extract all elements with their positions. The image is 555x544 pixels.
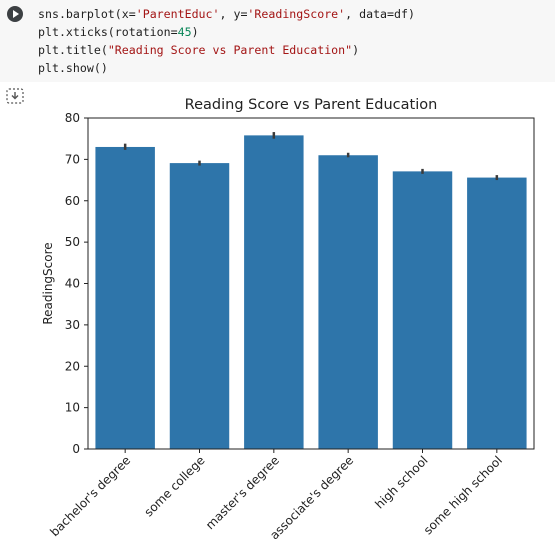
x-tick-label: bachelor's degree <box>47 453 133 539</box>
code-line: plt.xticks(rotation=45) <box>38 25 199 39</box>
bar <box>244 135 304 449</box>
y-tick-label: 50 <box>65 235 80 249</box>
code-cell[interactable]: sns.barplot(x='ParentEduc', y='ReadingSc… <box>0 0 555 82</box>
x-tick-label: some high school <box>421 453 505 537</box>
y-tick-label: 10 <box>65 401 80 415</box>
bar <box>392 171 453 449</box>
bar <box>169 163 230 449</box>
run-cell-button[interactable] <box>7 6 23 22</box>
y-axis-label: ReadingScore <box>41 242 55 324</box>
bar <box>95 146 155 449</box>
y-tick-label: 80 <box>65 111 80 125</box>
code-line: plt.title("Reading Score vs Parent Educa… <box>38 43 360 57</box>
y-tick-label: 70 <box>65 152 80 166</box>
code-line: sns.barplot(x='ParentEduc', y='ReadingSc… <box>38 7 415 21</box>
bar <box>467 177 527 449</box>
y-tick-label: 60 <box>65 194 80 208</box>
code-line: plt.show() <box>38 61 108 75</box>
y-tick-label: 30 <box>65 318 80 332</box>
bar-chart: 0 10 20 30 40 50 60 70 80 bachelor's degree some c… <box>41 97 535 542</box>
output-toggle-icon[interactable] <box>6 88 24 104</box>
code-editor[interactable]: sns.barplot(x='ParentEduc', y='ReadingSc… <box>38 5 415 77</box>
x-tick-label: some college <box>142 453 208 519</box>
x-tick-label: associate's degree <box>267 453 356 542</box>
x-tick-label: master's degree <box>203 453 282 532</box>
y-tick-label: 40 <box>65 277 80 291</box>
chart-title: Reading Score vs Parent Education <box>185 97 438 113</box>
bar <box>318 155 378 450</box>
y-tick-label: 0 <box>72 442 80 456</box>
x-tick-label: high school <box>372 453 430 511</box>
y-tick-label: 20 <box>65 359 80 373</box>
